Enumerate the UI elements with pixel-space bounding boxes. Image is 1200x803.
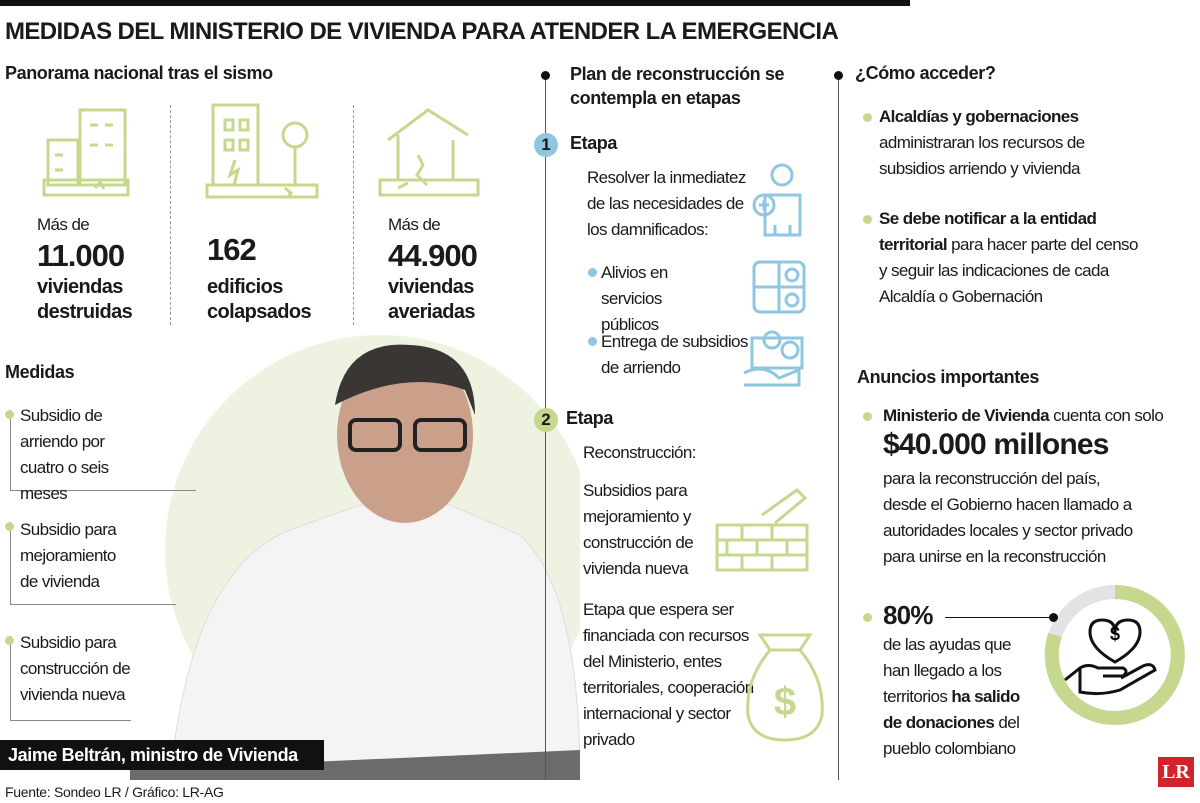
stage-item: Alivios en servicios públicos [601,263,668,334]
section-title: ¿Cómo acceder? [855,63,996,83]
page-title: MEDIDAS DEL MINISTERIO DE VIVIENDA PARA … [5,18,839,45]
measure: Subsidio para mejoramiento de vivienda [20,520,117,591]
stage-label: Etapa [566,408,614,428]
section-title: Plan de reconstrucción se contempla en e… [570,64,785,108]
bullet [588,337,597,346]
stage-label: Etapa [570,133,618,153]
bold-text: Ministerio de Vivienda [883,406,1050,425]
bullet [863,215,872,224]
text: cuenta con solo [1053,406,1164,425]
icon-rent [743,330,804,387]
bullet [834,71,843,80]
bullet [863,113,872,122]
text: de las ayudas que han llegado a los terr… [883,635,1011,706]
stage-item: Entrega de subsidios de arriendo [601,332,748,377]
access-item: Se debe notificar a la entidad territori… [879,206,1141,310]
stage-number: 2 [534,408,558,432]
stat-value: 162 [207,232,257,267]
icon-damaged [378,108,480,197]
donut: $ [1044,585,1185,725]
top-bar [0,0,910,6]
text: para la reconstrucción del país, desde e… [883,469,1133,566]
bullet [863,412,872,421]
stat-label: viviendas averiadas [388,276,476,323]
measure: Subsidio de arriendo por cuatro o seis m… [20,406,109,503]
icon-services [752,260,806,314]
bullet [5,636,14,645]
svg-text:$: $ [1110,624,1120,644]
separator [170,105,171,325]
pointer-dot [1049,613,1058,622]
stage-intro: Resolver la inmediatez de las necesidade… [587,168,746,239]
stage-intro: Reconstrucción: [583,443,696,462]
portrait [130,335,580,780]
pointer-line [945,617,1053,618]
announcement: de las ayudas que han llegado a los terr… [883,632,1033,762]
icon-collapsed [205,103,319,199]
stage-paragraph: Subsidios para mejoramiento y construcci… [583,481,694,578]
bullet [863,613,872,622]
bullet [541,71,550,80]
bold-text: Alcaldías y gobernaciones [879,107,1079,126]
figure: 80% [883,600,933,630]
stage-paragraph: Etapa que espera ser financiada con recu… [583,600,754,749]
photo-caption: Jaime Beltrán, ministro de Vivienda [0,740,324,770]
stat-value: 11.000 [37,238,125,273]
stat-label: edificios colapsados [207,276,312,323]
frame [10,522,176,605]
text: para hacer parte del censo y seguir las … [879,235,1138,306]
stat-value: 44.900 [388,238,478,273]
icon-bricks [715,488,809,572]
bullet [588,268,597,277]
stat-label: viviendas destruidas [37,276,133,323]
text: administraran los recursos de subsidios … [879,133,1085,178]
measure: Subsidio para construcción de vivienda n… [20,633,131,704]
icon-destroyed [42,108,130,197]
announcement: Ministerio de Vivienda cuenta con solo [883,403,1193,429]
section-title: Medidas [5,362,75,382]
logo: LR [1158,757,1194,787]
frame [10,410,196,491]
stat-prefix: Más de [388,215,441,234]
bold-text: ha salido de donaciones [883,687,1020,732]
icon-money-bag: $ [746,633,824,742]
bullet [5,522,14,531]
stage-number: 1 [534,133,558,157]
source: Fuente: Sondeo LR / Gráfico: LR-AG [5,784,224,800]
icon-worker [752,163,802,237]
text: del pueblo colombiano [883,713,1020,758]
amount: $40.000 millones [883,428,1109,461]
bold-text: Se debe notificar a la entidad territori… [879,209,1097,254]
separator [353,105,354,325]
section-title: Panorama nacional tras el sismo [5,63,273,83]
svg-text:$: $ [774,680,796,724]
timeline [838,78,839,780]
section-title: Anuncios importantes [857,367,1040,387]
access-item: Alcaldías y gobernaciones administraran … [879,104,1124,182]
stat-prefix: Más de [37,215,90,234]
bullet [5,410,14,419]
frame [10,636,131,721]
